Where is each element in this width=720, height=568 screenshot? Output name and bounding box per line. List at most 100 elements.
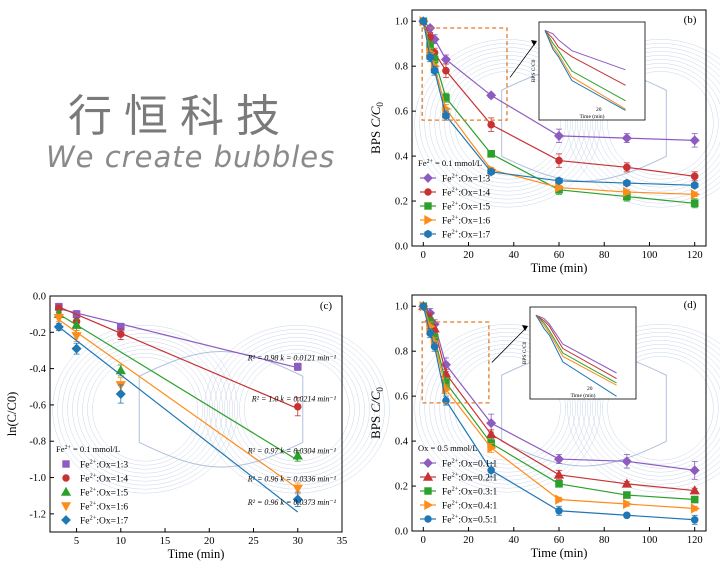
- data-point: [555, 494, 565, 505]
- data-point: [424, 214, 434, 226]
- field-line: [414, 39, 601, 208]
- data-point: [430, 66, 439, 76]
- field-line: [607, 356, 714, 461]
- legend-label: Fe2+:Ox=1:6: [80, 501, 128, 513]
- y-tick-label: 0.2: [395, 482, 408, 493]
- field-line: [572, 43, 720, 204]
- series-Fe2+:Ox=0.5:1: [419, 302, 699, 525]
- field-line: [52, 325, 238, 494]
- data-point: [690, 495, 699, 504]
- data-point: [689, 465, 700, 476]
- field-line: [572, 328, 720, 489]
- fit-annotation: R² = 0.96 k = 0.0336 min⁻¹: [247, 474, 337, 483]
- data-point: [555, 182, 565, 193]
- series-Fe2+:Ox=1:7: [419, 16, 699, 190]
- inset-series-line: [535, 314, 617, 397]
- data-point: [292, 484, 303, 494]
- field-line: [82, 349, 208, 470]
- chart-panel-c: 5 10 15 20 25 30 35 0.0 -0.2 -0.4 -0.6 -0.8 -1.0 -1.2…: [5, 292, 390, 561]
- x-tick-label: 35: [337, 536, 348, 547]
- x-tick-label: 40: [509, 250, 520, 261]
- data-point: [623, 491, 631, 499]
- data-point: [71, 332, 82, 342]
- fit-line: [58, 326, 299, 513]
- legend-label: Fe2+:Ox=1:7: [80, 515, 128, 527]
- data-point: [293, 402, 302, 411]
- zoom-arrowhead: [522, 325, 528, 331]
- legend-label: Fe2+:Ox=1:3: [442, 173, 490, 185]
- field-line: [57, 329, 233, 490]
- field-line: [439, 59, 576, 188]
- field-line: [92, 357, 198, 462]
- field-line: [439, 344, 576, 473]
- x-tick-label: 25: [248, 536, 259, 547]
- panel-label: (b): [684, 14, 697, 26]
- legend-label: Fe2+:Ox=1:6: [442, 215, 490, 227]
- data-point: [71, 343, 82, 354]
- x-tick-label: 10: [116, 536, 127, 547]
- inset-series-line: [544, 30, 626, 102]
- fit-line: [58, 308, 298, 369]
- inset-series-line: [535, 314, 617, 384]
- y-tick-label: -0.4: [29, 364, 46, 375]
- fit-annotation: R² = 0.96 k = 0.0373 min⁻¹: [247, 498, 337, 507]
- inset-plot: Time (min)20 BPS C/C0: [522, 306, 637, 400]
- data-point: [442, 66, 450, 75]
- y-tick-label: -1.0: [29, 473, 46, 484]
- series-Fe2+:Ox=1:3: R² = 0.98 k = 0.0121 min⁻¹: [55, 302, 337, 371]
- zoom-region-box: [421, 27, 508, 121]
- field-line: [587, 340, 720, 477]
- field-line: [602, 67, 719, 180]
- data-point: [53, 313, 65, 324]
- zoom-arrow: [491, 326, 528, 363]
- field-line: [592, 344, 720, 473]
- data-point: [623, 186, 633, 198]
- data-point: [487, 442, 497, 453]
- legend-label: Fe2+:Ox=1:4: [442, 187, 490, 199]
- field-line: [414, 324, 601, 493]
- panel-label: (c): [320, 300, 333, 312]
- field-line: [229, 345, 365, 474]
- data-point: [555, 176, 563, 186]
- data-point: [689, 485, 700, 495]
- field-line: [597, 63, 720, 184]
- field-line: [567, 324, 720, 493]
- data-point: [486, 418, 497, 429]
- data-point: [623, 511, 631, 520]
- y-tick-label: -0.6: [29, 400, 46, 411]
- legend: Fe2+ = 0.1 mmol/L Fe2+:Ox=1:3 Fe2+:Ox=1:4 F…: [418, 158, 490, 241]
- x-tick-label: 120: [687, 535, 703, 546]
- fit-line: [58, 313, 299, 461]
- zoom-region-box: [421, 321, 490, 404]
- data-point: [61, 515, 71, 525]
- x-tick-label: 5: [74, 536, 79, 547]
- legend-label: Fe2+:Ox=0.4:1: [442, 500, 498, 512]
- panel-label: (d): [684, 299, 697, 311]
- data-point: [423, 458, 433, 468]
- data-point: [555, 156, 563, 165]
- data-point: [553, 130, 565, 141]
- legend-header: Ox = 0.5 mmol/L: [418, 443, 478, 453]
- x-tick-label: 20: [204, 536, 215, 547]
- data-point: [690, 503, 701, 514]
- x-tick-label: 60: [554, 250, 565, 261]
- plot-frame: [49, 295, 343, 533]
- x-axis-label: Time (min): [531, 261, 588, 275]
- fit-annotation: R² = 1.0 k = 0.0214 min⁻¹: [251, 395, 337, 404]
- legend-label: Fe2+:Ox=0.5:1: [442, 514, 498, 526]
- x-tick-label: 100: [642, 250, 658, 261]
- x-tick-label: 120: [687, 250, 703, 261]
- field-line: [62, 333, 228, 486]
- legend-header: Fe2+ = 0.1 mmol/L: [56, 444, 120, 454]
- fit-annotation: R² = 0.97 k = 0.0304 min⁻¹: [247, 446, 337, 455]
- watermark-logo-title: 行恒科技: [68, 91, 292, 142]
- series-Fe2+:Ox=1:7: R² = 0.96 k = 0.0373 min⁻¹: [53, 321, 337, 513]
- inset-y-label: BPS C/C0: [531, 59, 537, 82]
- x-tick-label: 20: [463, 535, 474, 546]
- data-point: [487, 150, 495, 158]
- data-point: [424, 229, 432, 239]
- data-point: [53, 321, 64, 332]
- data-point: [487, 120, 495, 129]
- inset-series-line: [535, 314, 617, 386]
- field-line: [434, 340, 581, 477]
